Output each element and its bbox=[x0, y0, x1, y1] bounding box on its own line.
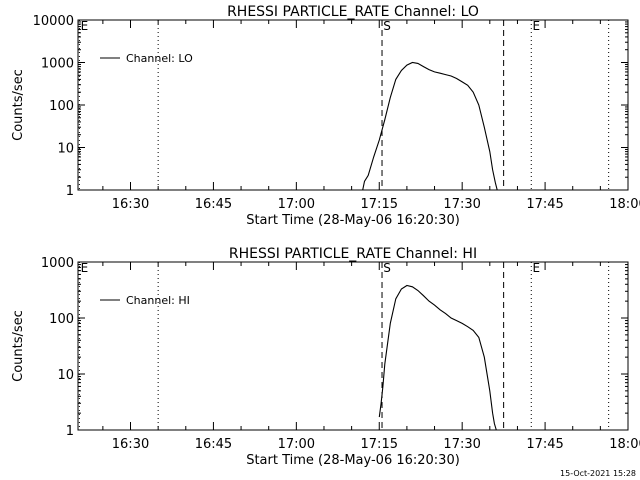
y-tick-label: 100 bbox=[49, 99, 74, 114]
y-tick-label: 1000 bbox=[41, 57, 74, 72]
y-tick-label: 1 bbox=[66, 424, 74, 439]
marker-label: S bbox=[383, 261, 391, 275]
y-tick-label: 1000 bbox=[41, 256, 74, 271]
y-tick-label: 10 bbox=[57, 368, 74, 383]
legend-label: Channel: LO bbox=[126, 52, 193, 65]
x-tick-label: 17:30 bbox=[443, 197, 480, 212]
series-line bbox=[362, 61, 498, 191]
x-tick-label: 16:30 bbox=[112, 197, 149, 212]
legend-label: Channel: HI bbox=[126, 294, 190, 307]
x-tick-label: 17:45 bbox=[526, 437, 563, 452]
x-tick-label: 16:45 bbox=[195, 197, 232, 212]
y-tick-label: 100 bbox=[49, 312, 74, 327]
footer-timestamp: 15-Oct-2021 15:28 bbox=[560, 469, 636, 478]
plot-frame bbox=[77, 19, 629, 191]
y-tick-label: 1 bbox=[66, 184, 74, 199]
marker-label: S bbox=[383, 19, 391, 33]
chart-title: RHESSI PARTICLE_RATE Channel: HI bbox=[229, 246, 477, 262]
plot-frame bbox=[77, 261, 629, 431]
y-axis-label: Counts/sec bbox=[11, 69, 26, 141]
x-axis-label: Start Time (28-May-06 16:20:30) bbox=[246, 453, 460, 468]
y-axis-label: Counts/sec bbox=[11, 310, 26, 382]
x-tick-label: 17:00 bbox=[278, 437, 315, 452]
x-tick-label: 17:15 bbox=[361, 197, 398, 212]
chart-title: RHESSI PARTICLE_RATE Channel: LO bbox=[227, 4, 479, 20]
y-tick-label: 10000 bbox=[33, 14, 74, 29]
x-tick-label: 17:30 bbox=[443, 437, 480, 452]
x-axis-label: Start Time (28-May-06 16:20:30) bbox=[246, 213, 460, 228]
marker-label: E bbox=[81, 19, 89, 33]
series-line bbox=[378, 284, 497, 431]
x-tick-label: 16:30 bbox=[112, 437, 149, 452]
x-tick-label: 17:45 bbox=[526, 197, 563, 212]
marker-label: E bbox=[532, 261, 540, 275]
x-tick-label: 18:00 bbox=[609, 437, 640, 452]
y-tick-label: 10 bbox=[57, 142, 74, 157]
x-tick-label: 17:15 bbox=[361, 437, 398, 452]
x-tick-label: 17:00 bbox=[278, 197, 315, 212]
x-tick-label: 16:45 bbox=[195, 437, 232, 452]
marker-label: E bbox=[532, 19, 540, 33]
marker-label: E bbox=[81, 261, 89, 275]
x-tick-label: 18:00 bbox=[609, 197, 640, 212]
